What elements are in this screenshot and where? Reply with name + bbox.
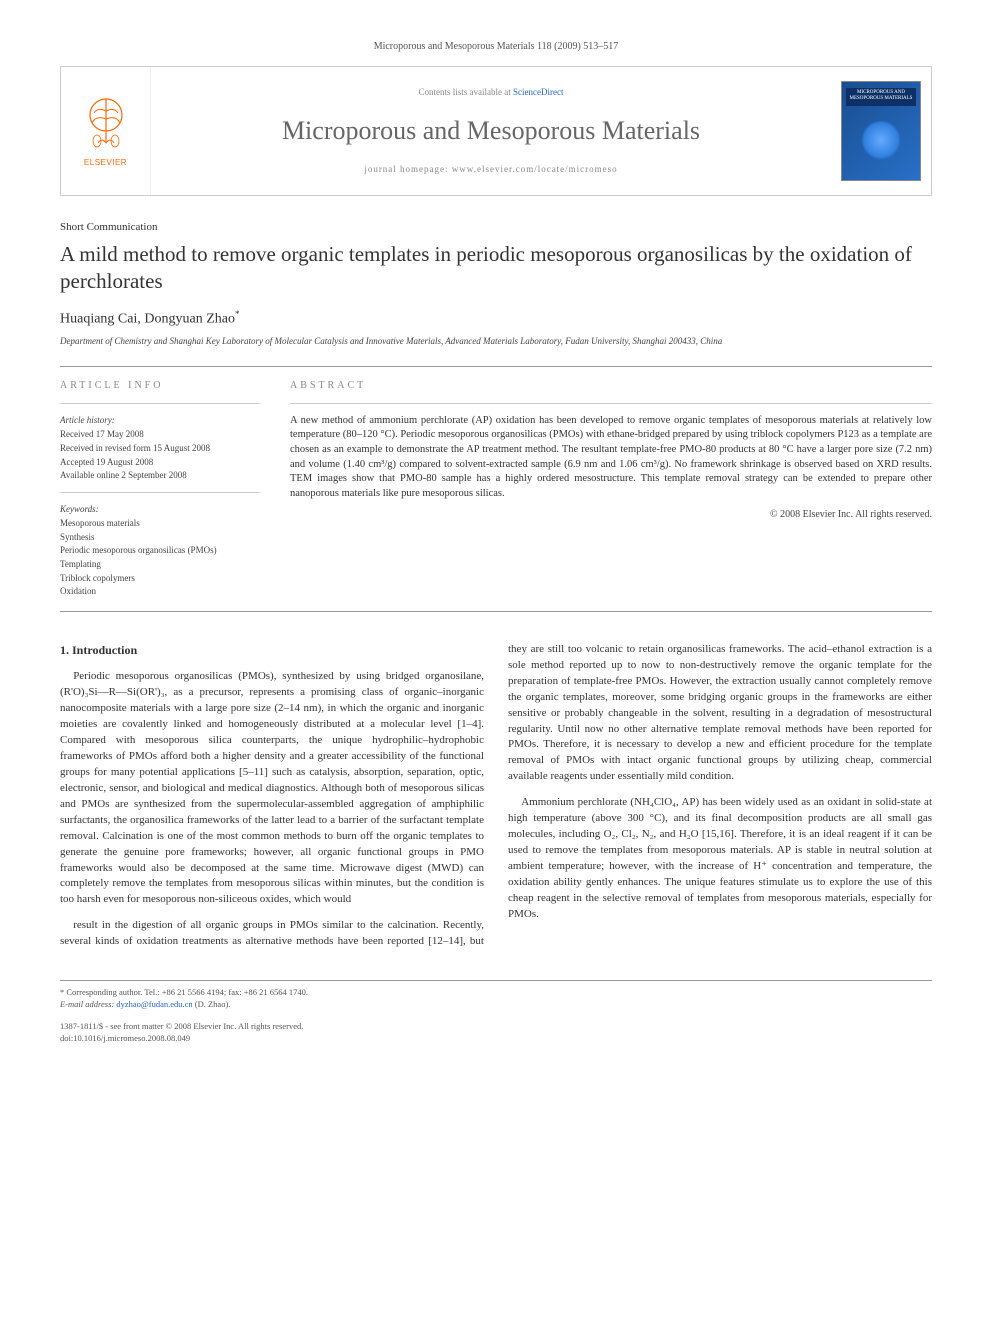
corresponding-author-note: * Corresponding author. Tel.: +86 21 556… — [60, 987, 932, 999]
email-suffix: (D. Zhao). — [195, 999, 231, 1009]
journal-title: Microporous and Mesoporous Materials — [161, 113, 821, 149]
homepage-url: www.elsevier.com/locate/micromeso — [452, 164, 618, 174]
contents-prefix: Contents lists available at — [419, 87, 513, 97]
info-rule — [60, 492, 260, 493]
contents-available-line: Contents lists available at ScienceDirec… — [161, 86, 821, 99]
abstract-heading: ABSTRACT — [290, 379, 932, 393]
abstract-copyright: © 2008 Elsevier Inc. All rights reserved… — [290, 508, 932, 522]
section-heading: 1. Introduction — [60, 642, 484, 659]
bottom-matter: 1387-1811/$ - see front matter © 2008 El… — [60, 1021, 932, 1045]
history-line: Received in revised form 15 August 2008 — [60, 442, 260, 455]
keyword: Periodic mesoporous organosilicas (PMOs) — [60, 544, 260, 557]
keyword: Synthesis — [60, 531, 260, 544]
corr-mark: * — [235, 309, 240, 319]
affiliation: Department of Chemistry and Shanghai Key… — [60, 335, 932, 348]
article-info-column: ARTICLE INFO Article history: Received 1… — [60, 379, 260, 599]
author-list: Huaqiang Cai, Dongyuan Zhao* — [60, 308, 932, 329]
homepage-prefix: journal homepage: — [364, 164, 451, 174]
info-rule — [60, 403, 260, 404]
running-header: Microporous and Mesoporous Materials 118… — [60, 40, 932, 54]
corresponding-email-link[interactable]: dyzhao@fudan.edu.cn — [116, 999, 192, 1009]
keyword: Mesoporous materials — [60, 517, 260, 530]
body-paragraph: Ammonium perchlorate (NH₄ClO₄, AP) has b… — [508, 795, 932, 923]
journal-center: Contents lists available at ScienceDirec… — [151, 76, 831, 186]
body-paragraph: Periodic mesoporous organosilicas (PMOs)… — [60, 669, 484, 908]
history-label: Article history: — [60, 414, 260, 427]
keyword: Triblock copolymers — [60, 572, 260, 585]
journal-banner: ELSEVIER Contents lists available at Sci… — [60, 66, 932, 196]
cover-title-text: MICROPOROUS AND MESOPOROUS MATERIALS — [848, 90, 914, 101]
article-info-heading: ARTICLE INFO — [60, 379, 260, 393]
elsevier-logo: ELSEVIER — [61, 67, 151, 195]
article-title: A mild method to remove organic template… — [60, 241, 932, 294]
email-line: E-mail address: dyzhao@fudan.edu.cn (D. … — [60, 999, 932, 1011]
issn-line: 1387-1811/$ - see front matter © 2008 El… — [60, 1021, 932, 1033]
history-line: Received 17 May 2008 — [60, 428, 260, 441]
elsevier-tree-icon — [76, 93, 136, 153]
keywords-label: Keywords: — [60, 503, 260, 516]
abstract-column: ABSTRACT A new method of ammonium perchl… — [290, 379, 932, 599]
doi-line: doi:10.1016/j.micromeso.2008.08.049 — [60, 1033, 932, 1045]
journal-cover-thumbnail: MICROPOROUS AND MESOPOROUS MATERIALS — [841, 81, 921, 181]
elsevier-wordmark: ELSEVIER — [84, 157, 127, 168]
abstract-text: A new method of ammonium perchlorate (AP… — [290, 414, 932, 502]
authors-text: Huaqiang Cai, Dongyuan Zhao — [60, 312, 235, 327]
history-line: Accepted 19 August 2008 — [60, 456, 260, 469]
article-type: Short Communication — [60, 220, 932, 235]
body-text: 1. Introduction Periodic mesoporous orga… — [60, 642, 932, 950]
journal-homepage-line: journal homepage: www.elsevier.com/locat… — [161, 163, 821, 176]
abstract-rule — [290, 403, 932, 404]
keyword: Oxidation — [60, 585, 260, 598]
sciencedirect-link[interactable]: ScienceDirect — [513, 87, 563, 97]
history-line: Available online 2 September 2008 — [60, 469, 260, 482]
email-label: E-mail address: — [60, 999, 114, 1009]
info-abstract-row: ARTICLE INFO Article history: Received 1… — [60, 366, 932, 612]
keyword: Templating — [60, 558, 260, 571]
footnotes: * Corresponding author. Tel.: +86 21 556… — [60, 980, 932, 1011]
